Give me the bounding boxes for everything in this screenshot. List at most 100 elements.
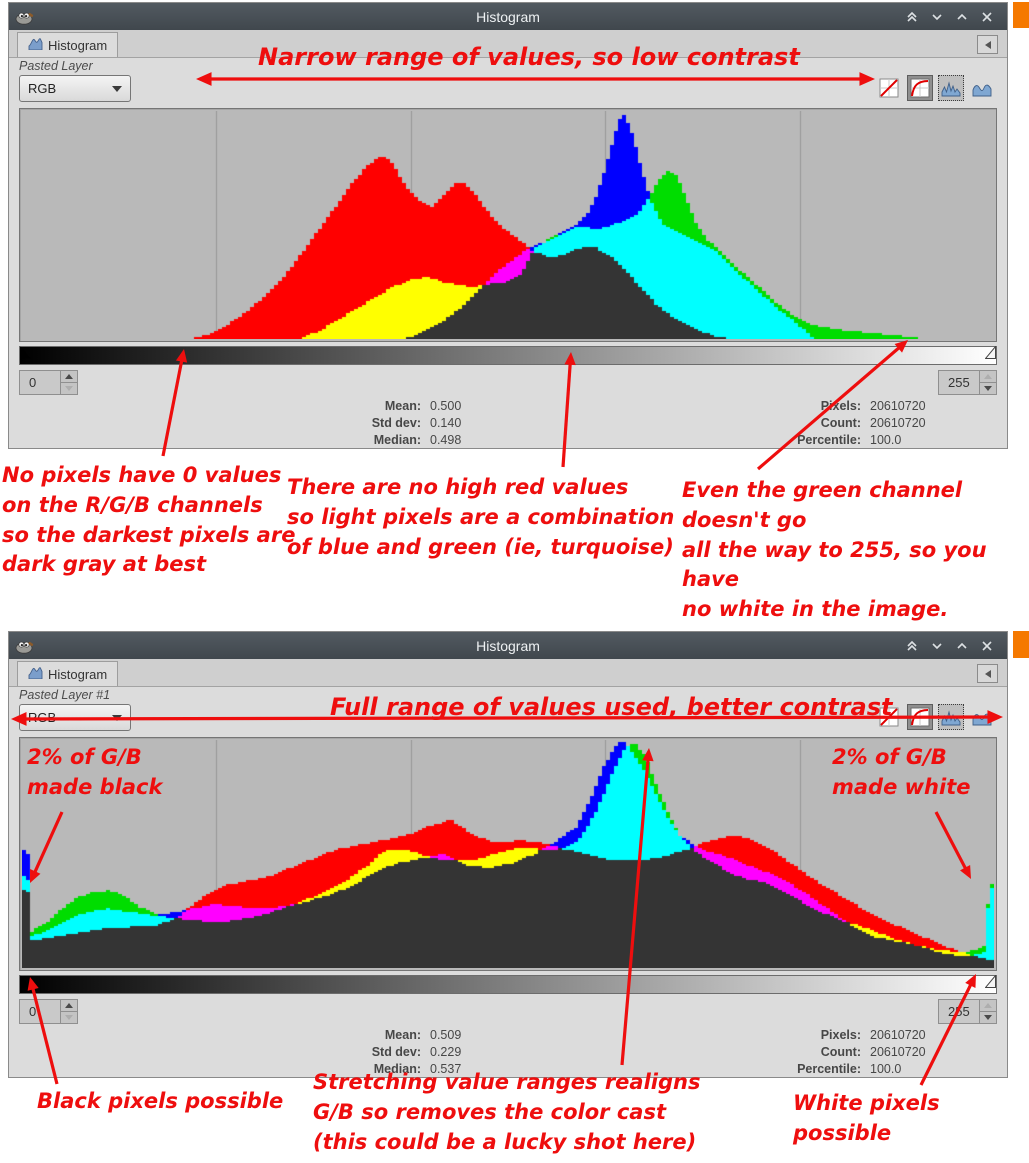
lower-window-button[interactable] (929, 637, 945, 655)
shade-window-button[interactable] (904, 637, 920, 655)
range-low-spinbox[interactable]: 0 (19, 370, 78, 395)
percentile-label: Percentile: (797, 1061, 861, 1076)
dockable-menu-button[interactable] (977, 664, 998, 683)
chevron-down-icon (112, 714, 122, 721)
lower-window-button[interactable] (929, 8, 945, 26)
window-title: Histogram (476, 637, 540, 654)
channel-select[interactable]: RGB (19, 704, 131, 731)
range-high-value[interactable]: 255 (938, 999, 980, 1024)
range-low-value[interactable]: 0 (19, 999, 61, 1024)
high-range-handle[interactable] (984, 974, 996, 993)
channel-select[interactable]: RGB (19, 75, 131, 102)
spin-down-button[interactable] (61, 1012, 78, 1024)
high-range-handle[interactable] (984, 345, 996, 364)
layer-name-label: Pasted Layer (19, 59, 93, 73)
linear-scale-button[interactable] (876, 75, 902, 101)
triangle-up-icon (984, 1003, 992, 1008)
count-value: 20610720 (870, 1044, 926, 1059)
percentile-value: 100.0 (870, 432, 902, 447)
value-range-gradient[interactable] (19, 974, 997, 994)
close-window-button[interactable] (979, 8, 995, 26)
mean-value: 0.500 (430, 398, 462, 413)
dockable-menu-button[interactable] (977, 35, 998, 54)
mean-value: 0.509 (430, 1027, 462, 1042)
pixels-value: 20610720 (870, 1027, 926, 1042)
pixels-label: Pixels: (820, 1027, 861, 1042)
histogram-window-bottom: Histogram Histogram Pasted Layer #1 RGB … (8, 631, 1008, 1078)
count-label: Count: (820, 415, 861, 430)
perceptual-histogram-view-button[interactable] (969, 704, 995, 730)
histogram-canvas (22, 111, 994, 339)
median-value: 0.498 (430, 432, 462, 447)
stddev-label: Std dev: (371, 415, 421, 430)
shade-window-button[interactable] (904, 8, 920, 26)
spin-up-button[interactable] (980, 999, 997, 1012)
percentile-label: Percentile: (797, 432, 861, 447)
close-window-button[interactable] (979, 637, 995, 655)
histogram-tab-icon (28, 37, 43, 53)
tab-histogram[interactable]: Histogram (17, 32, 119, 57)
range-low-value[interactable]: 0 (19, 370, 61, 395)
percentile-value: 100.0 (870, 1061, 902, 1076)
spin-up-button[interactable] (980, 370, 997, 383)
statistics-left: Mean: 0.509 Std dev: 0.229 Median: 0.537 (331, 1026, 462, 1077)
raise-window-button[interactable] (954, 8, 970, 26)
dockable-tabbar: Histogram (9, 659, 1007, 687)
spin-up-button[interactable] (61, 370, 78, 383)
logarithmic-scale-button[interactable] (907, 704, 933, 730)
low-range-handle[interactable] (20, 346, 31, 364)
linear-scale-button[interactable] (876, 704, 902, 730)
mean-label: Mean: (384, 1027, 421, 1042)
histogram-plot[interactable] (19, 108, 997, 342)
range-low-spinbox[interactable]: 0 (19, 999, 78, 1024)
triangle-down-icon (65, 386, 73, 391)
raise-window-button[interactable] (954, 637, 970, 655)
tab-label: Histogram (48, 37, 108, 53)
dockable-tabbar: Histogram (9, 30, 1007, 58)
annotation-text: Stretching value ranges realigns G/B so … (313, 1070, 701, 1154)
titlebar[interactable]: Histogram (9, 632, 1007, 659)
triangle-down-icon (65, 1015, 73, 1020)
linear-histogram-view-button[interactable] (938, 75, 964, 101)
annotation-text: White pixels possible (793, 1091, 940, 1145)
spin-down-button[interactable] (980, 383, 997, 395)
spin-down-button[interactable] (980, 1012, 997, 1024)
statistics-right: Pixels: 20610720 Count: 20610720 Percentil… (711, 397, 926, 448)
gimp-wilber-icon (15, 9, 35, 25)
titlebar[interactable]: Histogram (9, 3, 1007, 30)
statistics-right: Pixels: 20610720 Count: 20610720 Percentil… (711, 1026, 926, 1077)
annotation-text: Black pixels possible (37, 1089, 284, 1113)
median-label: Median: (373, 432, 421, 447)
perceptual-histogram-view-button[interactable] (969, 75, 995, 101)
range-high-value[interactable]: 255 (938, 370, 980, 395)
spin-down-button[interactable] (61, 383, 78, 395)
linear-histogram-view-button[interactable] (938, 704, 964, 730)
triangle-left-icon (984, 40, 991, 49)
annotation-text: No pixels have 0 values on the R/G/B cha… (2, 463, 296, 577)
range-high-spinbox[interactable]: 255 (938, 999, 997, 1024)
stddev-value: 0.229 (430, 1044, 462, 1059)
stddev-value: 0.140 (430, 415, 462, 430)
histogram-toolbar (876, 75, 995, 101)
triangle-left-icon (984, 669, 991, 678)
logarithmic-scale-button[interactable] (907, 75, 933, 101)
pixels-label: Pixels: (820, 398, 861, 413)
tab-histogram[interactable]: Histogram (17, 661, 119, 686)
annotation-text: Even the green channel doesn't go all th… (682, 478, 987, 622)
histogram-window-top: Histogram Histogram Pasted Layer RGB 0 (8, 2, 1008, 449)
channel-select-value: RGB (28, 81, 57, 96)
triangle-up-icon (65, 374, 73, 379)
histogram-tab-icon (28, 666, 43, 682)
triangle-down-icon (984, 386, 992, 391)
spin-up-button[interactable] (61, 999, 78, 1012)
value-range-gradient[interactable] (19, 345, 997, 365)
low-range-handle[interactable] (20, 975, 31, 993)
histogram-plot[interactable] (19, 737, 997, 971)
range-high-spinbox[interactable]: 255 (938, 370, 997, 395)
median-label: Median: (373, 1061, 421, 1076)
triangle-up-icon (984, 374, 992, 379)
triangle-down-icon (984, 1015, 992, 1020)
chevron-down-icon (112, 85, 122, 92)
annotation-text: There are no high red values so light pi… (287, 475, 675, 559)
tab-label: Histogram (48, 666, 108, 682)
